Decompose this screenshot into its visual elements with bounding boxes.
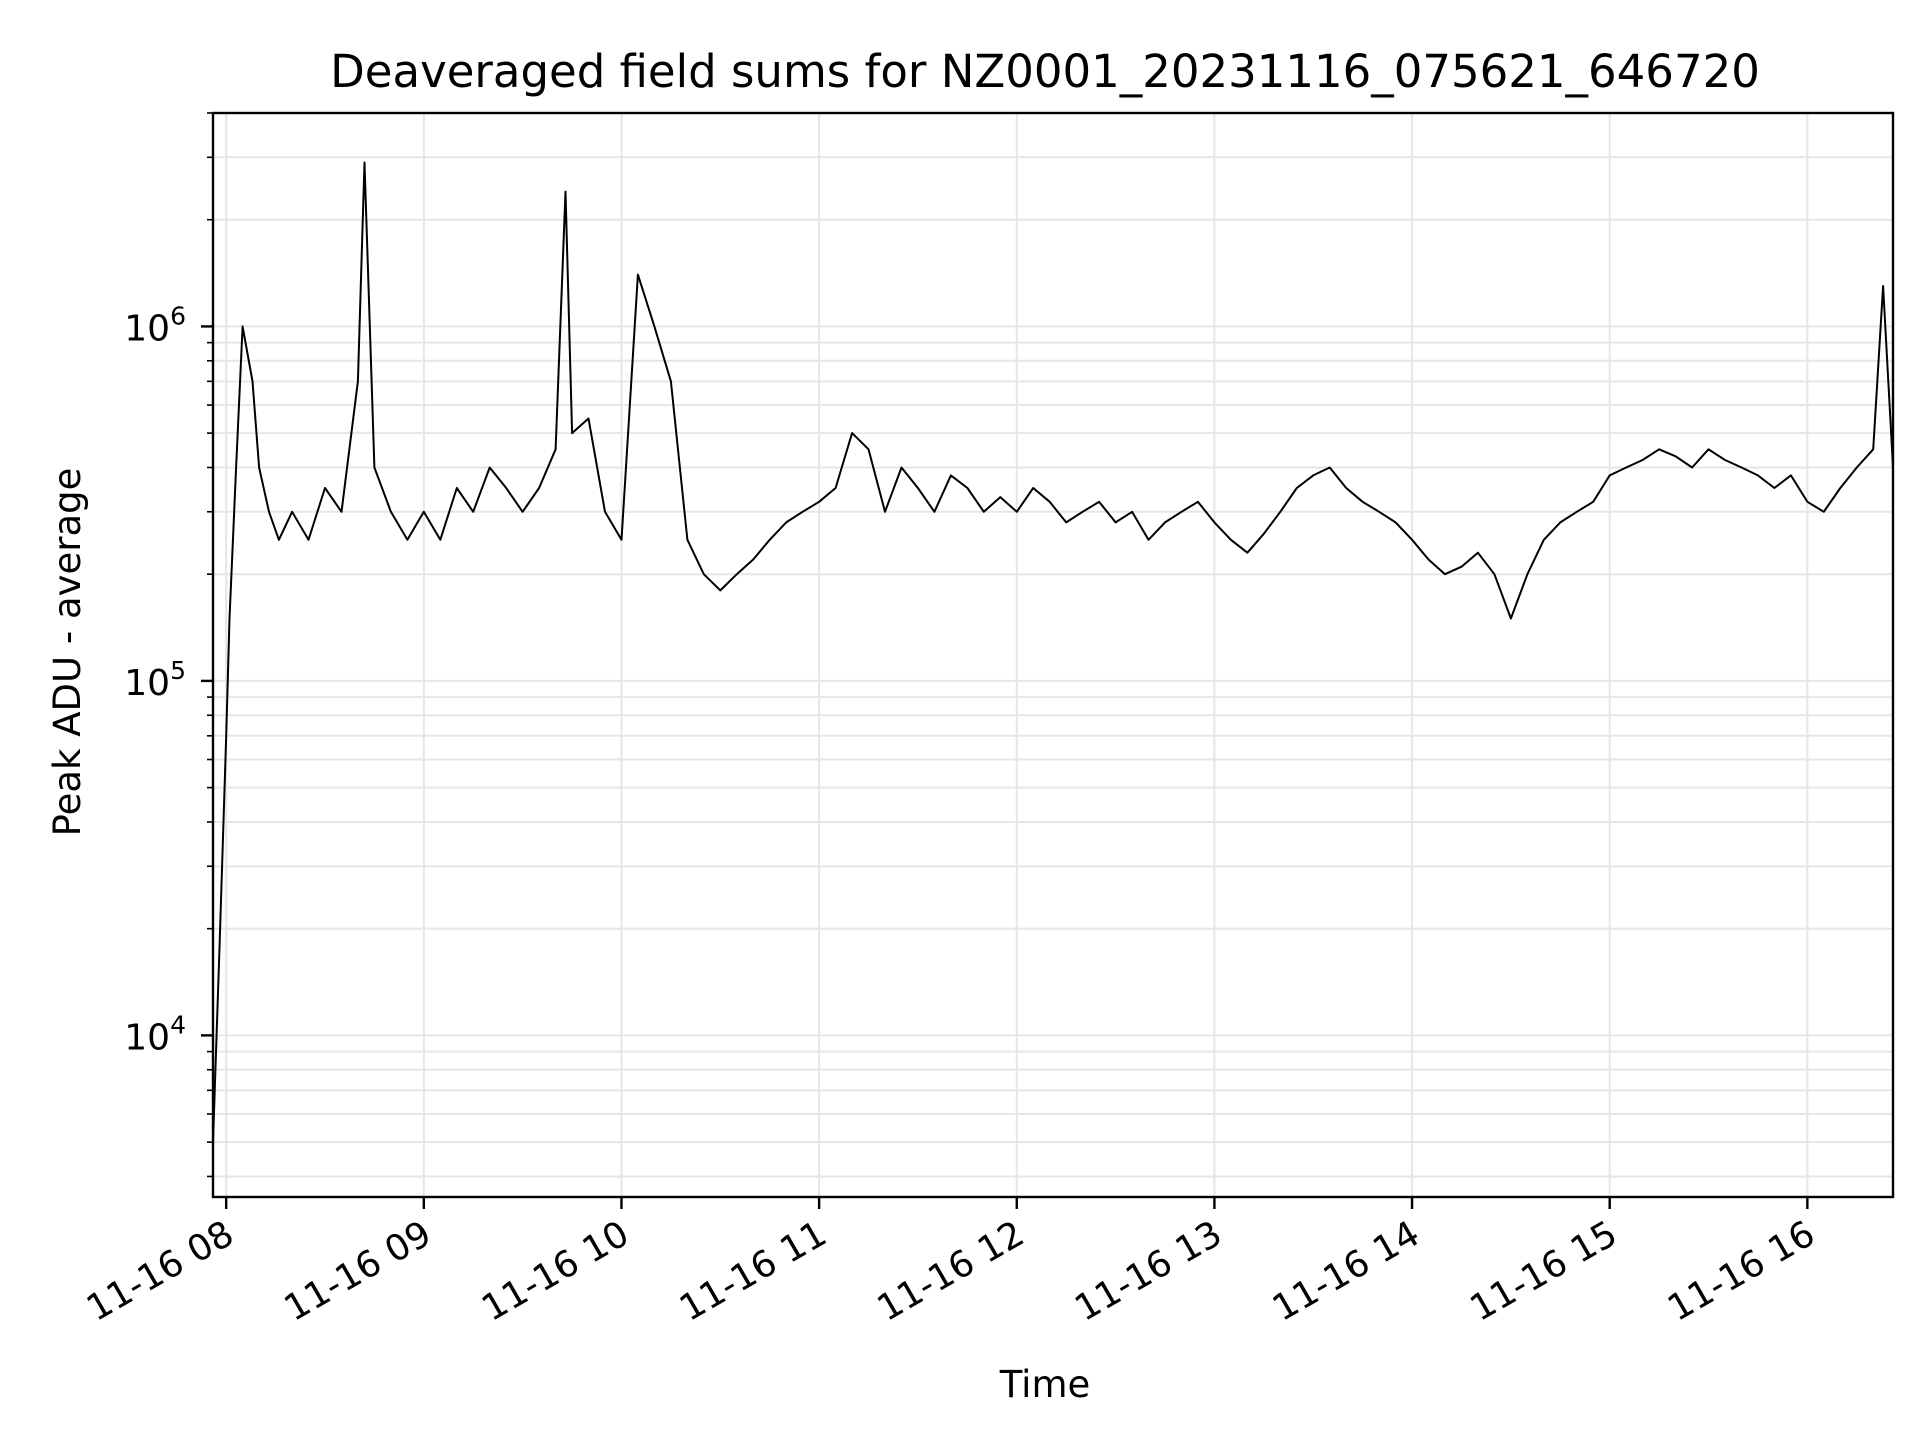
chart-title: Deaveraged field sums for NZ0001_2023111… (330, 45, 1760, 98)
y-tick-label: 106 (124, 301, 186, 349)
y-tick-label: 105 (124, 656, 186, 704)
plot-area-frame (211, 111, 1895, 1199)
series-line (212, 161, 1894, 1143)
y-tick-label: 104 (124, 1010, 186, 1058)
x-axis-label: Time (999, 1363, 1091, 1406)
y-axis-label: Peak ADU - average (46, 468, 89, 837)
